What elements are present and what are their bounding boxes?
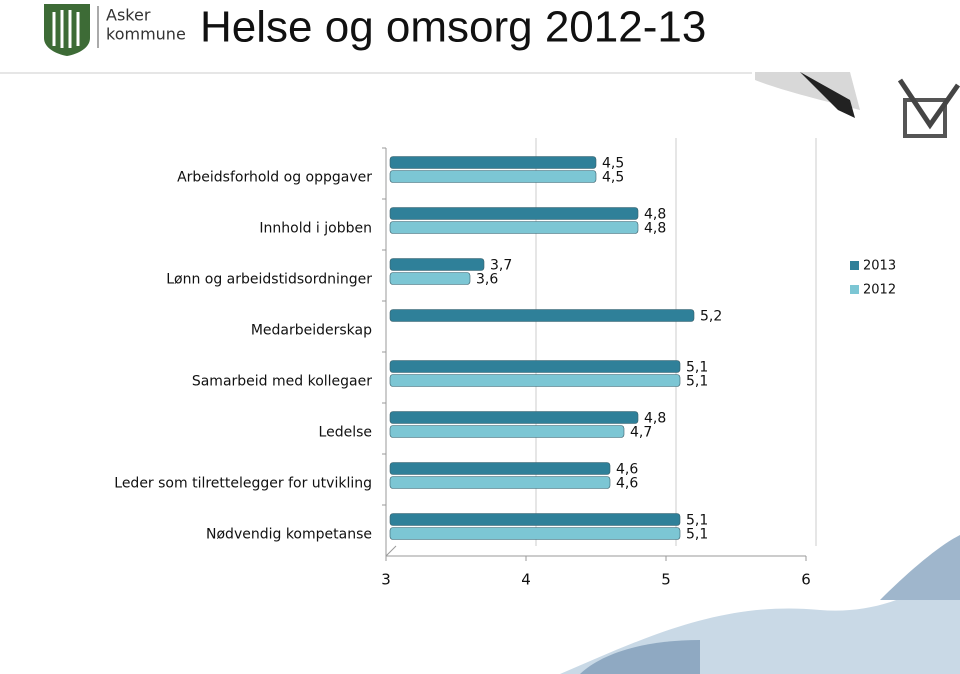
x-tick-label: 4 <box>521 571 531 589</box>
bar <box>389 170 597 183</box>
legend-label: 2012 <box>863 283 896 298</box>
x-tick-label: 3 <box>381 571 391 589</box>
y-tick-label: Medarbeiderskap <box>251 323 372 339</box>
legend-swatch <box>850 285 859 294</box>
x-tick-label: 5 <box>661 571 671 589</box>
y-tick-label: Samarbeid med kollegaer <box>192 374 372 390</box>
value-label: 4,6 <box>616 476 638 492</box>
axis-line <box>385 545 397 557</box>
y-tick-label: Arbeidsforhold og oppgaver <box>177 170 372 186</box>
value-label: 4,8 <box>644 221 666 237</box>
bar <box>389 272 471 285</box>
value-label: 4,8 <box>644 411 666 427</box>
decoration <box>903 98 947 138</box>
legend-label: 2013 <box>863 259 896 274</box>
bar <box>389 360 681 373</box>
y-tick-label: Lønn og arbeidstidsordninger <box>166 272 372 288</box>
chart: 3 4 5 6 Arbeidsforhold og oppgaver 4,54,5 Innh… <box>114 138 896 589</box>
bar <box>389 309 695 322</box>
y-tick-label: Nødvendig kompetanse <box>206 527 372 543</box>
value-label: 3,6 <box>476 272 498 288</box>
value-label: 4,5 <box>602 156 624 172</box>
y-tick-label: Leder som tilrettelegger for utvikling <box>114 476 372 492</box>
value-label: 5,2 <box>700 309 722 325</box>
value-label: 5,1 <box>686 374 708 390</box>
bar <box>389 513 681 526</box>
x-tick-label: 6 <box>801 571 811 589</box>
background-shape <box>580 640 700 674</box>
value-label: 5,1 <box>686 513 708 529</box>
value-label: 4,5 <box>602 170 624 186</box>
bar <box>389 462 611 475</box>
decoration <box>897 78 960 130</box>
bar <box>389 374 681 387</box>
bar <box>389 425 625 438</box>
value-label: 5,1 <box>686 527 708 543</box>
value-label: 5,1 <box>686 360 708 376</box>
y-tick-label: Innhold i jobben <box>259 221 372 237</box>
decoration <box>800 72 855 118</box>
value-label: 3,7 <box>490 258 512 274</box>
logo-text: Asker <box>106 6 151 25</box>
value-label: 4,6 <box>616 462 638 478</box>
bar <box>389 221 639 234</box>
value-label: 4,8 <box>644 207 666 223</box>
legend-swatch <box>850 261 859 270</box>
y-tick-label: Ledelse <box>319 425 372 441</box>
background-shape <box>880 535 960 600</box>
logo-text: kommune <box>106 25 186 44</box>
bar <box>389 411 639 424</box>
value-label: 4,7 <box>630 425 652 441</box>
bar <box>389 527 681 540</box>
logo-mark <box>52 10 80 48</box>
logo-shield <box>44 4 90 56</box>
bar <box>389 476 611 489</box>
chart-title: Helse og omsorg 2012-13 <box>200 3 706 52</box>
bar <box>389 207 639 220</box>
bar <box>389 156 597 169</box>
bar <box>389 258 485 271</box>
